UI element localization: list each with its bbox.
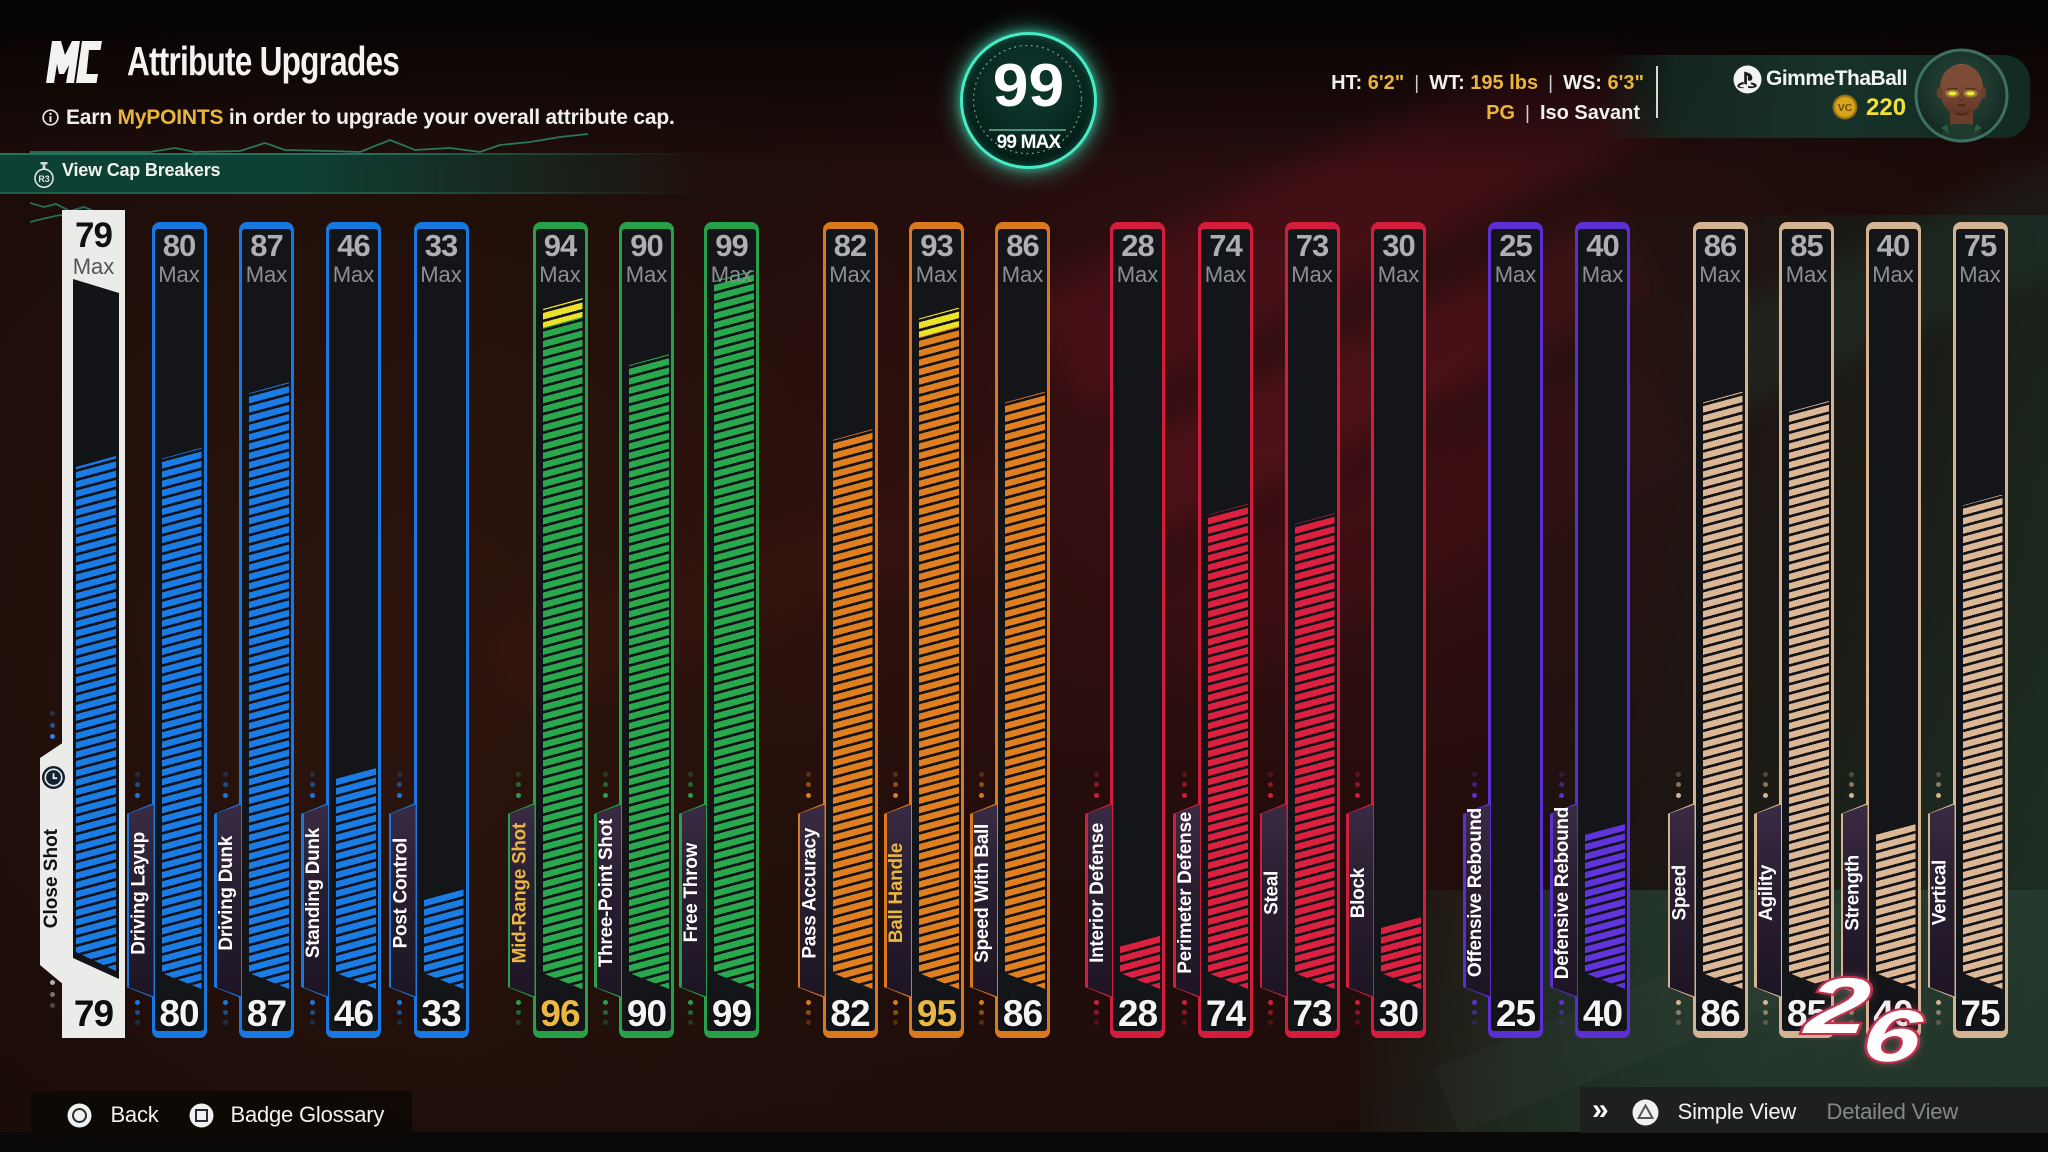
svg-text:R3: R3 bbox=[38, 174, 49, 184]
svg-text:VC: VC bbox=[1838, 102, 1853, 114]
